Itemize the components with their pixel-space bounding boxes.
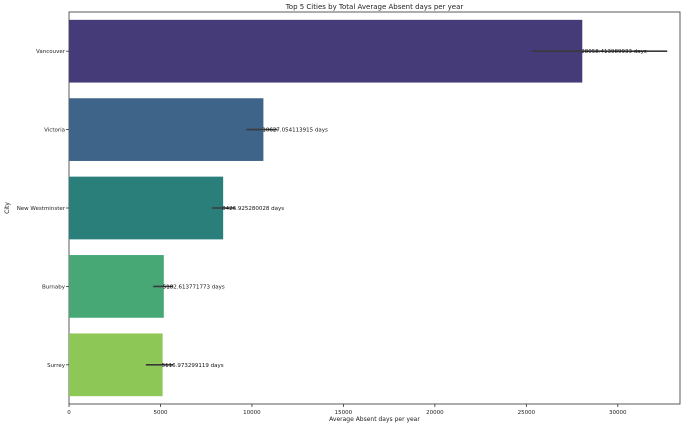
x-tick-label: 30000	[609, 410, 627, 416]
data-label: 8426.925280028 days	[222, 206, 284, 212]
bar	[69, 19, 583, 83]
x-tick-label: 0	[67, 410, 71, 416]
x-axis-label: Average Absent days per year	[329, 416, 420, 423]
bar	[69, 255, 164, 318]
y-tick-label: Vancouver	[36, 49, 66, 55]
y-tick-label: New Westminster	[17, 206, 66, 212]
x-tick-label: 5000	[153, 410, 167, 416]
x-tick-label: 15000	[335, 410, 353, 416]
x-tick-label: 25000	[518, 410, 536, 416]
y-axis-label: City	[4, 202, 11, 214]
y-axis: Vancouver Victoria New Westminster Burnaby S…	[17, 49, 69, 369]
chart-title: Top 5 Cities by Total Average Absent day…	[285, 3, 464, 11]
bar	[69, 98, 264, 161]
x-tick-label: 20000	[426, 410, 444, 416]
bar	[69, 176, 224, 240]
y-tick-label: Victoria	[44, 128, 65, 134]
data-label: 10627.054113915 days	[262, 128, 328, 134]
x-axis: 0 5000 10000 15000 20000 25000 30000	[67, 404, 627, 416]
plot-area: 28058.413989933 days 10627.054113915 days…	[68, 11, 681, 405]
x-tick-label: 10000	[243, 410, 261, 416]
data-label: 5116.973299119 days	[162, 363, 224, 369]
y-tick-label: Surrey	[47, 363, 66, 369]
data-label: 5182.613771773 days	[163, 284, 225, 290]
data-label: 28058.413989933 days	[581, 49, 647, 55]
y-tick-label: Burnaby	[42, 284, 66, 290]
